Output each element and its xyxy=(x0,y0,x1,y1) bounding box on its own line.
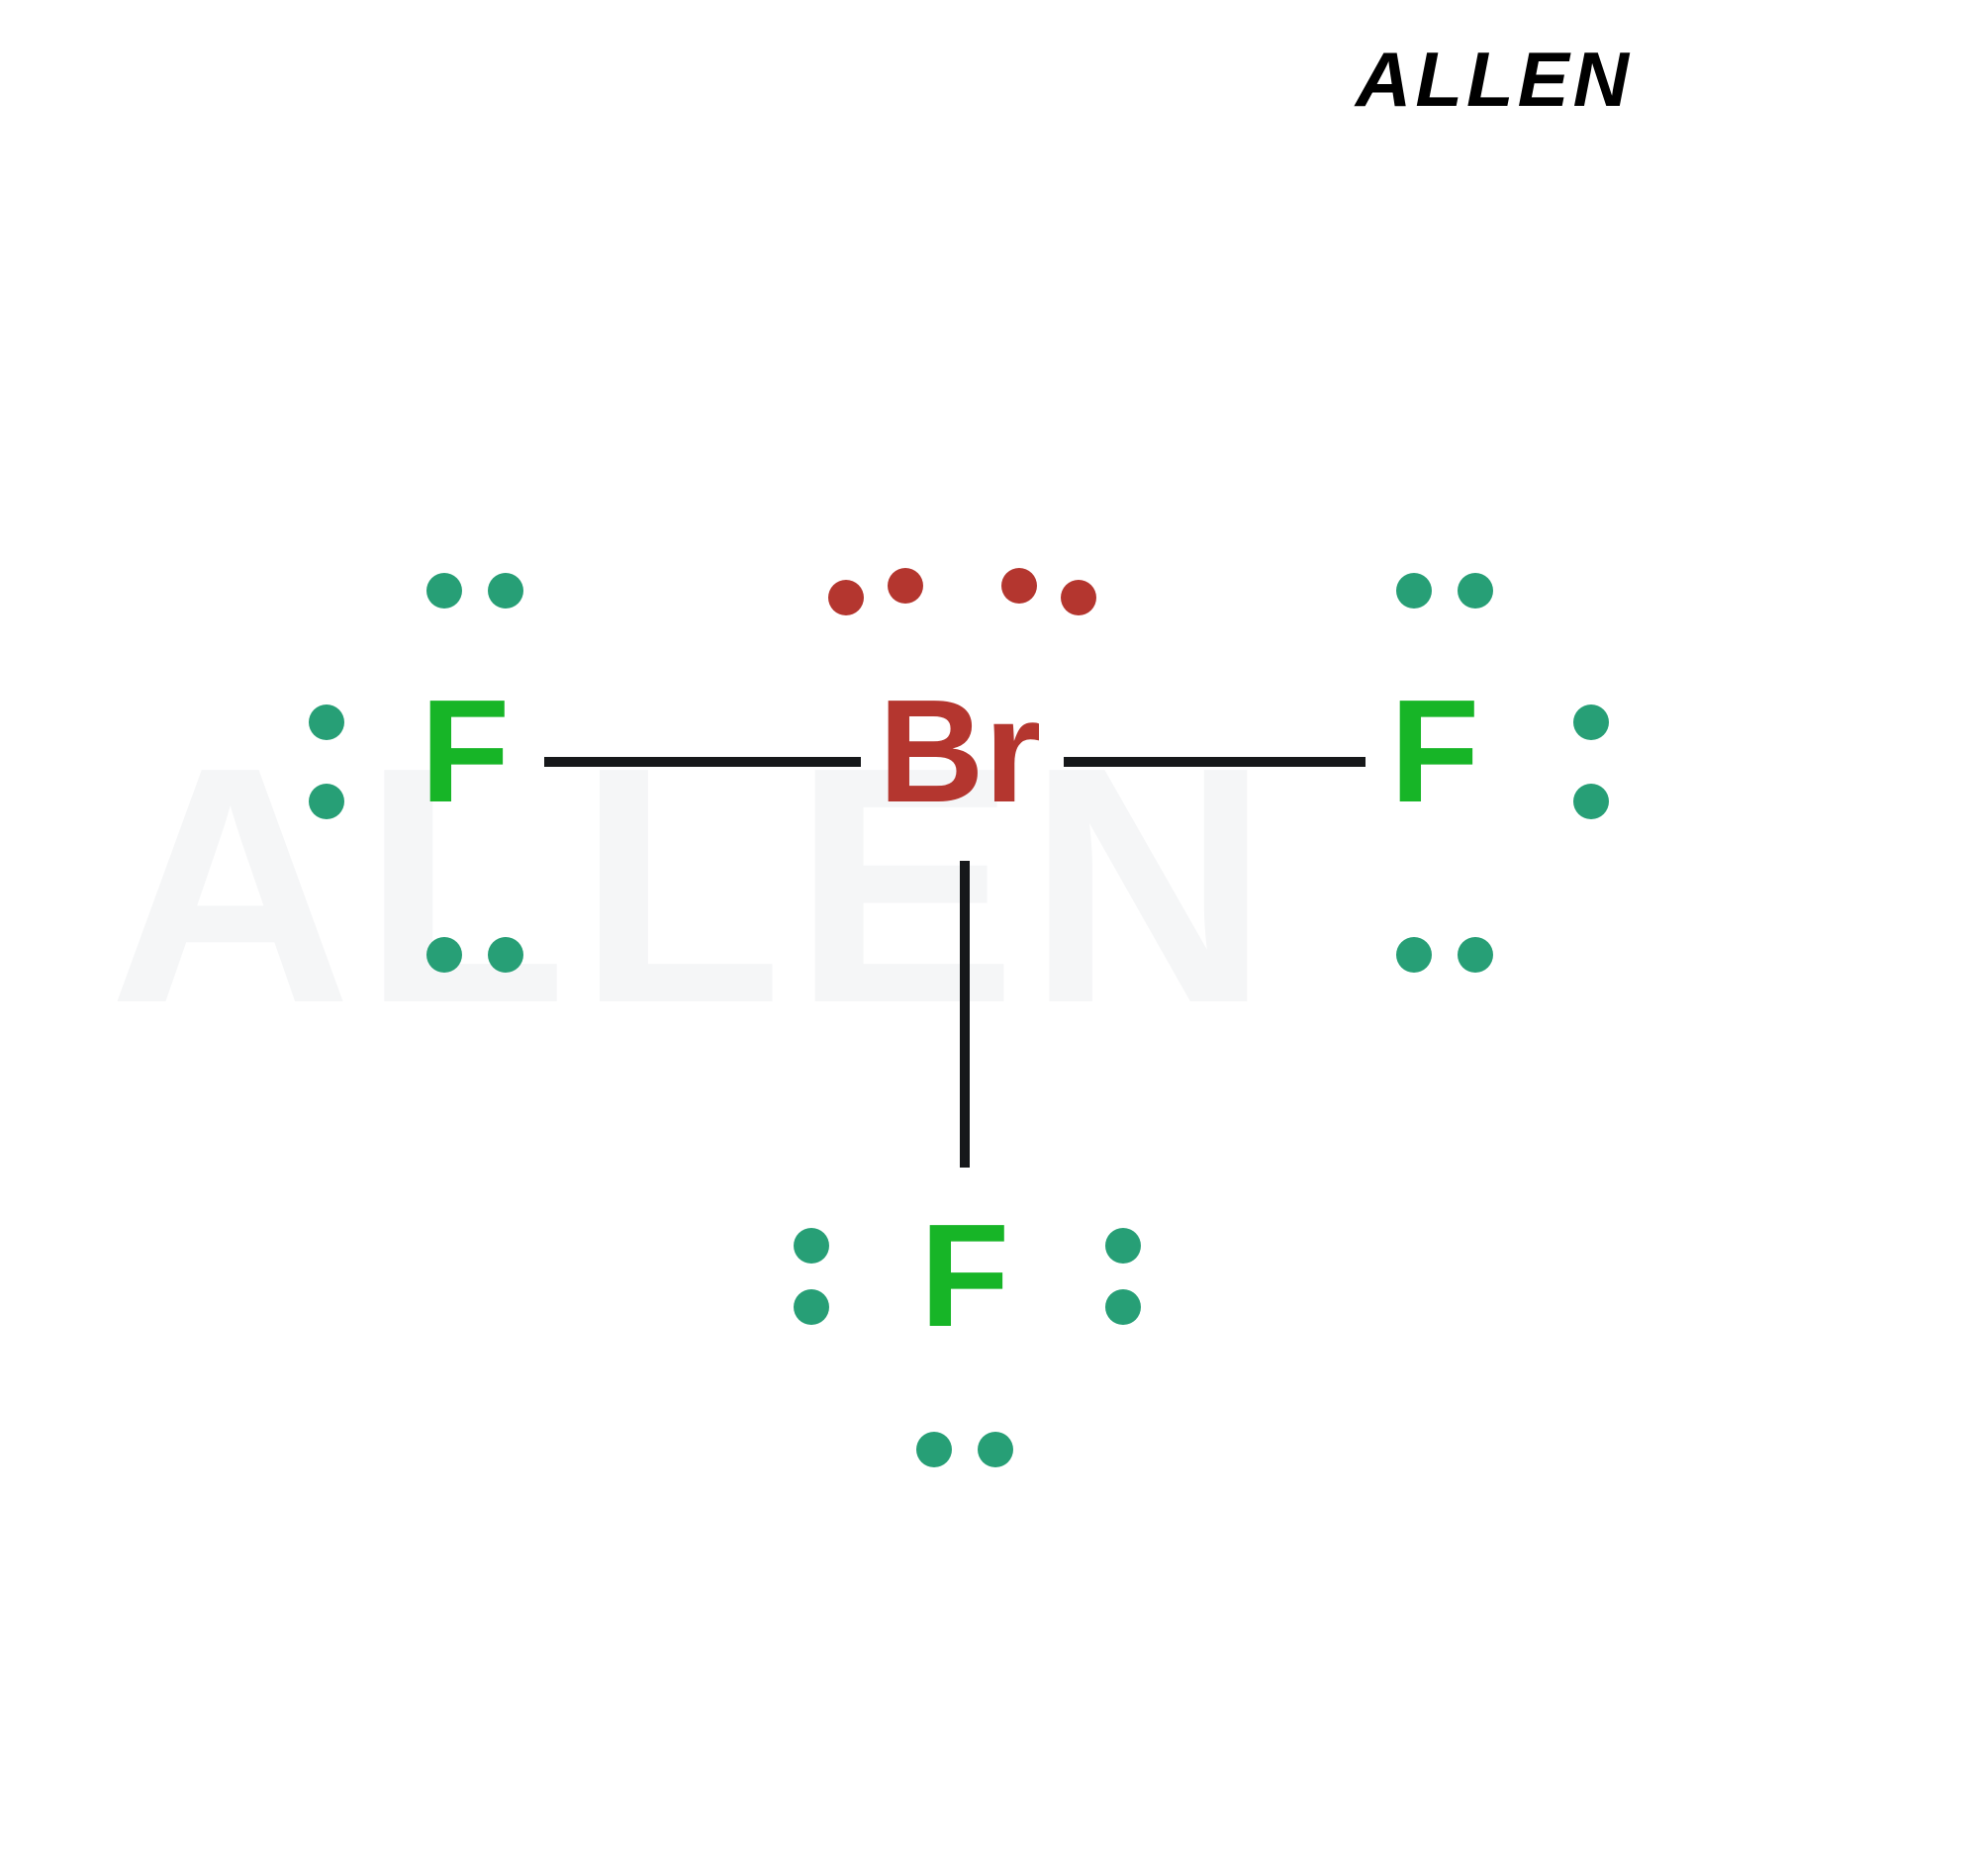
electron-dot xyxy=(1573,784,1609,819)
electron-dot xyxy=(426,573,462,609)
electron-dot xyxy=(488,573,523,609)
atom-fluorine-bottom: F xyxy=(920,1203,1009,1350)
electron-dot xyxy=(794,1289,829,1325)
atom-bromine: Br xyxy=(879,679,1041,825)
electron-dot xyxy=(1105,1228,1141,1264)
atom-fluorine-right: F xyxy=(1390,679,1479,825)
atom-fluorine-left: F xyxy=(421,679,510,825)
electron-dot xyxy=(978,1432,1013,1467)
brand-logo: ALLEN xyxy=(1356,35,1633,125)
diagram-canvas: { "background_color": "#ffffff", "logo":… xyxy=(0,0,1978,1876)
electron-dot xyxy=(488,937,523,973)
electron-dot xyxy=(426,937,462,973)
electron-dot-br xyxy=(828,580,864,615)
watermark-text: ALLEN xyxy=(109,693,1279,1079)
electron-dot xyxy=(309,704,344,740)
electron-dot xyxy=(916,1432,952,1467)
electron-dot-br xyxy=(888,568,923,604)
electron-dot xyxy=(1396,573,1432,609)
bond xyxy=(1064,757,1366,767)
electron-dot-br xyxy=(1001,568,1037,604)
bond xyxy=(960,861,970,1168)
electron-dot xyxy=(1396,937,1432,973)
electron-dot xyxy=(794,1228,829,1264)
bond xyxy=(544,757,861,767)
electron-dot xyxy=(1458,573,1493,609)
electron-dot xyxy=(1458,937,1493,973)
electron-dot xyxy=(1105,1289,1141,1325)
electron-dot xyxy=(1573,704,1609,740)
electron-dot xyxy=(309,784,344,819)
electron-dot-br xyxy=(1061,580,1096,615)
